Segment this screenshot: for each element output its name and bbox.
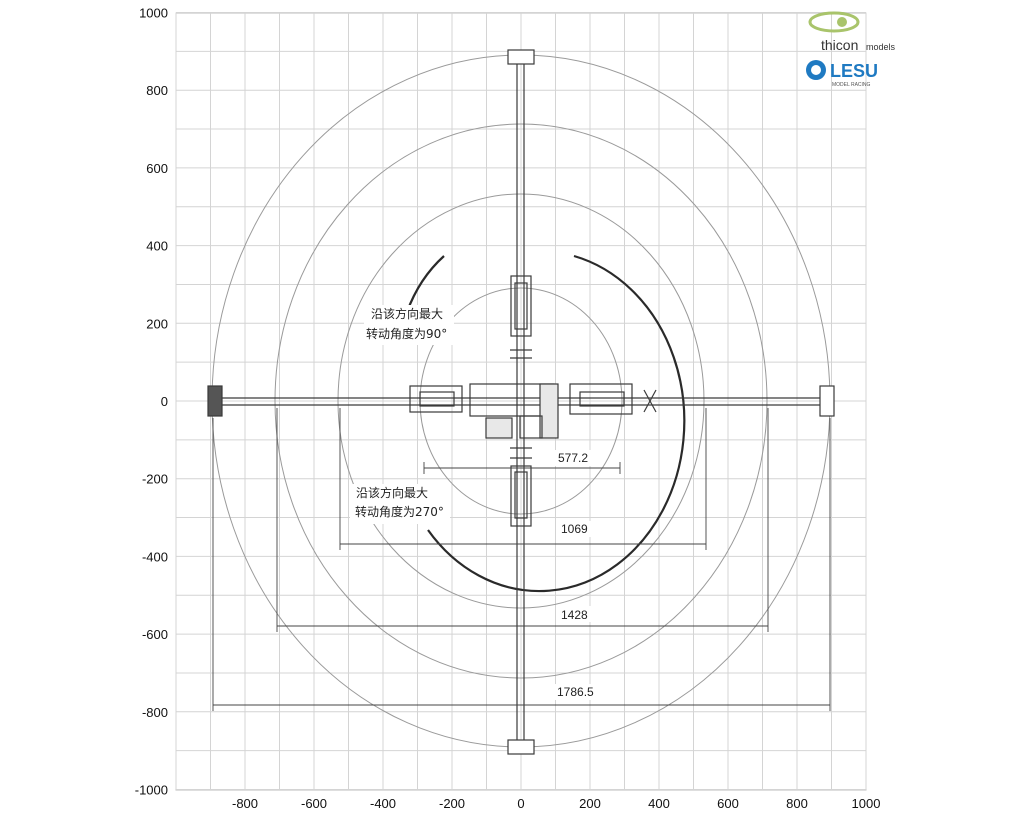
dim-label-577: 577.2 <box>558 451 588 465</box>
y-axis-ticks: 1000 800 600 400 200 0 -200 -400 -600 -800 -1000 <box>135 6 168 798</box>
x-tick-label: 1000 <box>852 796 881 811</box>
lesu-wordmark: LESU <box>830 61 878 81</box>
annotation-90-line2: 转动角度为90° <box>366 326 447 341</box>
x-tick-label: 800 <box>786 796 808 811</box>
x-tick-label: -200 <box>439 796 465 811</box>
grid <box>175 12 867 790</box>
x-tick-label: 400 <box>648 796 670 811</box>
x-tick-label: 0 <box>517 796 524 811</box>
y-tick-label: -400 <box>142 549 168 564</box>
bottom-outrigger-pad <box>507 739 535 755</box>
crane-outline <box>207 49 835 755</box>
thicon-swoosh-icon <box>808 11 860 33</box>
left-outrigger-pad <box>207 385 223 417</box>
y-tick-label: -200 <box>142 472 168 487</box>
reach-ring <box>274 123 768 679</box>
rotation-arc-270 <box>427 254 686 593</box>
y-tick-label: -800 <box>142 705 168 720</box>
y-tick-label: 600 <box>146 161 168 176</box>
y-tick-label: 400 <box>146 239 168 254</box>
y-tick-label: 1000 <box>139 6 168 21</box>
x-tick-label: -600 <box>301 796 327 811</box>
x-tick-label: 600 <box>717 796 739 811</box>
annotation-90-line1: 沿该方向最大 <box>371 306 443 321</box>
dim-label-1786: 1786.5 <box>557 685 594 699</box>
top-outrigger-pad <box>507 49 535 65</box>
annotation-270-line2: 转动角度为270° <box>355 504 444 519</box>
dim-label-1069: 1069 <box>561 522 588 536</box>
dim-label-1428: 1428 <box>561 608 588 622</box>
y-tick-label: -600 <box>142 627 168 642</box>
y-tick-label: 800 <box>146 83 168 98</box>
x-tick-label: 200 <box>579 796 601 811</box>
y-tick-label: 200 <box>146 316 168 331</box>
x-tick-label: -800 <box>232 796 258 811</box>
reach-ring <box>337 193 705 609</box>
thicon-sub: models <box>866 42 896 52</box>
lesu-logo: LESU MODEL RACING <box>806 60 878 88</box>
lesu-sub: MODEL RACING <box>832 82 871 88</box>
thicon-logo: thicon models <box>808 11 896 53</box>
x-axis-ticks: -800 -600 -400 -200 0 200 400 600 800 1000 <box>232 796 880 811</box>
y-tick-label: 0 <box>161 394 168 409</box>
y-tick-label: -1000 <box>135 783 168 798</box>
x-tick-label: -400 <box>370 796 396 811</box>
right-outrigger-pad <box>819 385 835 417</box>
dimension-lines <box>212 408 831 711</box>
annotation-270-line1: 沿该方向最大 <box>356 485 428 500</box>
thicon-wordmark: thicon <box>821 37 858 53</box>
